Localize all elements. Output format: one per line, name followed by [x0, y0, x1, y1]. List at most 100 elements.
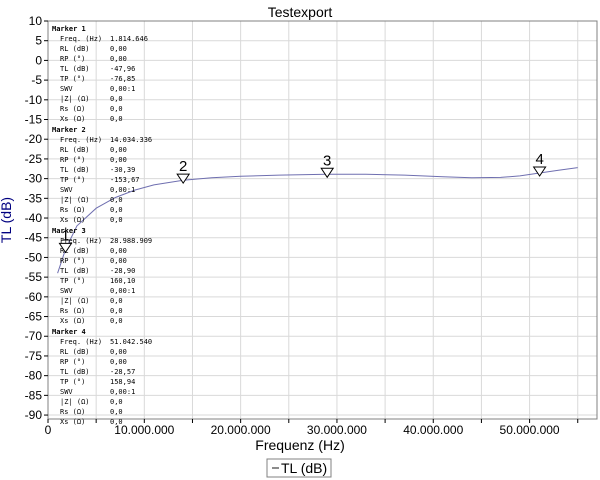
x-tick-label: 20.000.000 — [211, 423, 271, 437]
marker-panels: Marker 1 Freq. (Hz) 1.814.646 RL (dB) 0,00 RP… — [52, 25, 152, 426]
marker-row-label: Freq. (Hz) — [60, 338, 102, 346]
marker-row-label: Freq. (Hz) — [60, 237, 102, 245]
marker-row-value: -28,57 — [110, 368, 135, 376]
y-tick-label: -15 — [25, 113, 43, 127]
marker-row-label: RP (°) — [60, 358, 85, 366]
y-tick-label: -80 — [25, 369, 43, 383]
marker-row-value: 0,0 — [110, 408, 123, 416]
marker-row-value: 0,00 — [110, 358, 127, 366]
y-axis-label: TL (dB) — [0, 197, 14, 243]
marker-row-label: TP (°) — [60, 277, 85, 285]
marker-row-value: 0,00:1 — [110, 388, 135, 396]
marker-row-value: -30,39 — [110, 166, 135, 174]
marker-triangle — [320, 167, 335, 179]
y-tick-label: -55 — [25, 270, 43, 284]
marker-panel-1: Marker 1 Freq. (Hz) 1.814.646 RL (dB) 0,00 RP… — [52, 25, 148, 123]
y-tick-label: 10 — [29, 14, 43, 28]
marker-row-value: 0,0 — [110, 115, 123, 123]
marker-panel-3: Marker 3 Freq. (Hz) 28.988.909 RL (dB) 0,00 R… — [52, 227, 152, 325]
x-tick-label: 10.000.000 — [114, 423, 174, 437]
plot-frame — [47, 20, 598, 420]
marker-row-label: SWV — [60, 186, 73, 194]
marker-panel-4: Marker 4 Freq. (Hz) 51.042.540 RL (dB) 0,00 R… — [52, 328, 152, 426]
marker-row-label: SWV — [60, 287, 73, 295]
marker-row-value: 1.814.646 — [110, 35, 148, 43]
marker-row-value: 0,0 — [110, 418, 123, 426]
series-line — [57, 167, 578, 274]
y-tick-label: 5 — [35, 34, 42, 48]
marker-row-label: RL (dB) — [60, 247, 90, 255]
marker-number: 3 — [323, 152, 331, 169]
marker-row-label: RP (°) — [60, 257, 85, 265]
marker-row-value: 0,00 — [110, 247, 127, 255]
marker-row-label: TL (dB) — [60, 166, 90, 174]
y-tick-label: -40 — [25, 211, 43, 225]
marker-row-label: Rs (Ω) — [60, 408, 85, 416]
marker-row-value: 0,00:1 — [110, 186, 135, 194]
y-tick-label: -20 — [25, 132, 43, 146]
y-tick-label: -60 — [25, 290, 43, 304]
marker-row-value: 14.034.336 — [110, 136, 152, 144]
chart-title: Testexport — [268, 4, 333, 20]
series-layer — [57, 167, 578, 274]
marker-row-value: 0,0 — [110, 398, 123, 406]
marker-row-label: Freq. (Hz) — [60, 35, 102, 43]
x-tick-label: 30.000.000 — [307, 423, 367, 437]
marker-symbols: 1 2 3 4 — [58, 151, 547, 254]
y-tick-label: -45 — [25, 231, 43, 245]
marker-row-label: SWV — [60, 85, 73, 93]
marker-row-value: 0,00 — [110, 257, 127, 265]
marker-row-label: Xs (Ω) — [60, 216, 85, 224]
marker-panel-title: Marker 2 — [52, 126, 86, 134]
marker-row-label: RP (°) — [60, 55, 85, 63]
x-tick-label: 50.000.000 — [500, 423, 560, 437]
marker-row-label: TP (°) — [60, 75, 85, 83]
x-axis-label: Frequenz (Hz) — [255, 437, 344, 453]
marker-row-label: |Z| (Ω) — [60, 196, 90, 204]
marker-row-value: -47,96 — [110, 65, 135, 73]
x-tick-label: 40.000.000 — [403, 423, 463, 437]
x-tick-label: 0 — [45, 423, 52, 437]
marker-row-value: 0,0 — [110, 206, 123, 214]
marker-row-value: 0,00:1 — [110, 85, 135, 93]
marker-row-label: SWV — [60, 388, 73, 396]
legend-box — [266, 458, 332, 478]
marker-row-value: 0,00 — [110, 55, 127, 63]
y-tick-label: -30 — [25, 172, 43, 186]
y-axis: 10 5 0 -5 -10 -15 -20 -25 -30 -35 -40 -45 -50 -55 -60 -… — [25, 14, 48, 422]
marker-row-value: 0,0 — [110, 95, 123, 103]
marker-row-value: -28,90 — [110, 267, 135, 275]
marker-row-value: -76,85 — [110, 75, 135, 83]
marker-row-value: 0,0 — [110, 307, 123, 315]
marker-row-label: RL (dB) — [60, 348, 90, 356]
marker-row-label: Rs (Ω) — [60, 105, 85, 113]
marker-row-label: |Z| (Ω) — [60, 95, 90, 103]
marker-row-value: 0,0 — [110, 196, 123, 204]
x-axis: 0 10.000.000 20.000.000 30.000.000 40.000.00… — [45, 419, 579, 437]
marker-row-label: |Z| (Ω) — [60, 297, 90, 305]
marker-row-label: Rs (Ω) — [60, 307, 85, 315]
marker-row-label: |Z| (Ω) — [60, 398, 90, 406]
marker-row-value: 0,0 — [110, 317, 123, 325]
marker-row-value: 160,10 — [110, 277, 135, 285]
marker-row-label: RP (°) — [60, 156, 85, 164]
y-tick-label: -65 — [25, 310, 43, 324]
marker-row-label: TP (°) — [60, 378, 85, 386]
y-tick-label: -90 — [25, 408, 43, 422]
marker-row-label: TP (°) — [60, 176, 85, 184]
y-tick-label: -5 — [31, 73, 42, 87]
marker-row-value: 0,00 — [110, 348, 127, 356]
marker-number: 4 — [535, 151, 543, 168]
marker-row-label: Freq. (Hz) — [60, 136, 102, 144]
marker-row-value: -153,67 — [110, 176, 140, 184]
y-tick-label: -75 — [25, 349, 43, 363]
marker-row-label: TL (dB) — [60, 267, 90, 275]
y-tick-label: 0 — [35, 53, 42, 67]
marker-row-label: Xs (Ω) — [60, 115, 85, 123]
marker-panel-title: Marker 4 — [52, 328, 86, 336]
marker-row-value: 51.042.540 — [110, 338, 152, 346]
marker-row-label: RL (dB) — [60, 146, 90, 154]
y-tick-label: -50 — [25, 250, 43, 264]
marker-triangle — [58, 242, 73, 254]
marker-row-value: 0,00 — [110, 45, 127, 53]
